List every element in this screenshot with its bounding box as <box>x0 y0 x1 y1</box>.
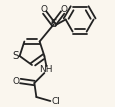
Text: O: O <box>40 5 47 14</box>
Text: O: O <box>13 77 20 85</box>
Text: NH: NH <box>39 65 53 74</box>
Text: Cl: Cl <box>52 97 60 106</box>
Text: S: S <box>50 19 56 30</box>
Text: S: S <box>12 51 19 61</box>
Text: O: O <box>60 5 67 14</box>
